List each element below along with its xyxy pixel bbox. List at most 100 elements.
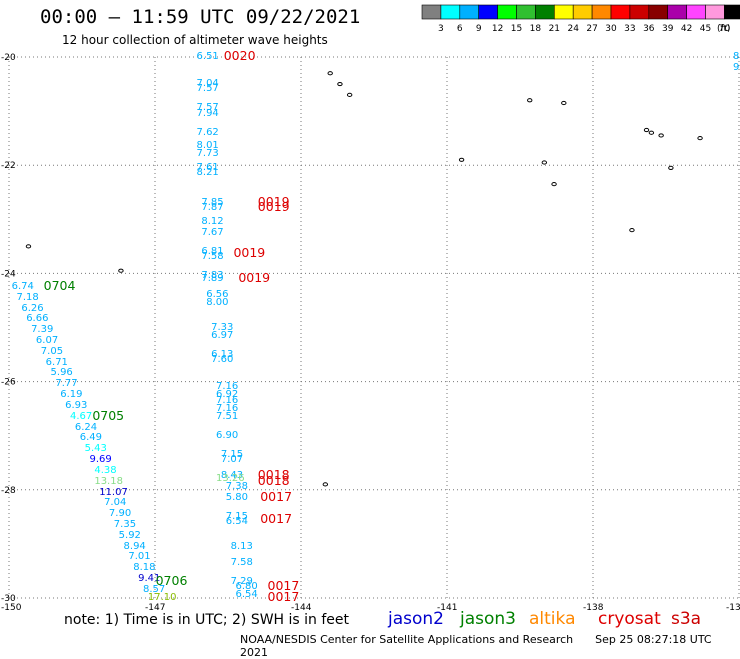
island-outline bbox=[648, 130, 655, 135]
island-outline bbox=[346, 92, 353, 97]
x-tick-label: -147 bbox=[145, 603, 165, 613]
swh-label: 6.19 bbox=[60, 389, 83, 401]
colorbar-swatch bbox=[591, 4, 612, 20]
pass-time-label: 0017 bbox=[260, 510, 293, 526]
colorbar-tick: 39 bbox=[662, 24, 674, 34]
axis-tick-labels: -20-22-24-26-28-30-150 -147 -144 -141 -138 -1… bbox=[1, 53, 740, 613]
colorbar-tick: 33 bbox=[624, 24, 635, 34]
swh-label: 7.16 bbox=[216, 381, 239, 392]
y-tick-label: -28 bbox=[1, 486, 16, 496]
island-outline bbox=[668, 165, 674, 171]
pass-time-label: 0019 bbox=[233, 245, 266, 261]
y-tick-label: -26 bbox=[1, 378, 16, 388]
x-tick-label: -141 bbox=[437, 603, 457, 613]
swh-label: 7.58 bbox=[230, 556, 253, 568]
colorbar-tick: 70 bbox=[719, 24, 731, 34]
island-outline bbox=[527, 98, 533, 103]
swh-label: 7.73 bbox=[196, 148, 219, 160]
swh-label: 6.51 bbox=[196, 51, 219, 62]
x-tick-label: -13 bbox=[726, 603, 740, 613]
swh-label: 11.07 bbox=[99, 486, 128, 498]
swh-label: 8.57 bbox=[143, 583, 166, 595]
swh-label: 6.66 bbox=[26, 313, 49, 325]
colorbar-tick: 45 bbox=[700, 24, 711, 34]
swh-label: 7.60 bbox=[211, 353, 234, 365]
swh-label: 6.54 bbox=[225, 516, 248, 528]
swh-label: 7.15 bbox=[220, 448, 244, 460]
y-tick-label: -20 bbox=[1, 53, 16, 63]
swh-label: 13.26 bbox=[216, 472, 245, 484]
edge-label: 8 bbox=[733, 51, 740, 62]
island-outline bbox=[643, 127, 650, 133]
swh-label: 6.54 bbox=[235, 589, 258, 601]
pass-time-label: 0704 bbox=[43, 277, 76, 293]
colorbar-swatch bbox=[667, 4, 687, 20]
swh-label: 7.77 bbox=[55, 378, 78, 390]
swh-label: 8.13 bbox=[230, 540, 253, 552]
chart-title: 00:00 – 11:59 UTC 09/22/2021 bbox=[40, 6, 361, 28]
legend-s3a: s3a bbox=[671, 609, 702, 629]
swh-label: 6.56 bbox=[206, 289, 229, 301]
swh-label: 7.04 bbox=[104, 497, 127, 509]
swh-label: 7.62 bbox=[196, 126, 219, 138]
colorbar-unit: (ft) bbox=[717, 24, 731, 34]
swh-label: 7.05 bbox=[40, 345, 64, 357]
y-tick-label: -24 bbox=[1, 269, 16, 279]
island-outline bbox=[561, 100, 567, 106]
swh-label: 7.90 bbox=[108, 508, 132, 520]
island-outline bbox=[118, 268, 124, 273]
swh-label: 7.39 bbox=[31, 324, 54, 336]
island-outline bbox=[327, 71, 333, 76]
island-outline bbox=[458, 157, 465, 162]
colorbar-tick: 12 bbox=[492, 24, 503, 34]
swh-label: 6.97 bbox=[211, 329, 234, 341]
swh-label: 6.80 bbox=[235, 581, 258, 593]
colorbar-tick: 21 bbox=[549, 24, 560, 34]
swh-label: 5.92 bbox=[118, 529, 141, 541]
colorbar-swatch bbox=[497, 4, 517, 20]
swh-label: 7.38 bbox=[225, 481, 248, 493]
colorbar-swatch bbox=[705, 4, 725, 20]
island-outline bbox=[25, 244, 32, 249]
swh-label: 6.81 bbox=[201, 245, 224, 257]
x-tick-label: -144 bbox=[291, 603, 312, 613]
colorbar-tick: 42 bbox=[681, 24, 692, 34]
colorbar-swatch bbox=[535, 4, 555, 20]
swh-label: 5.43 bbox=[84, 443, 107, 455]
colorbar-swatch bbox=[648, 4, 668, 20]
island-outline bbox=[629, 228, 635, 233]
swh-label: 7.16 bbox=[216, 394, 239, 406]
grid-lines bbox=[8, 56, 740, 599]
swh-label: 7.58 bbox=[201, 251, 224, 263]
swh-label: 6.49 bbox=[79, 432, 102, 444]
colorbar-swatch bbox=[516, 4, 536, 20]
swh-label: 7.57 bbox=[196, 83, 219, 95]
pass-time-label: 0019 bbox=[257, 194, 290, 210]
swh-label: 6.71 bbox=[45, 356, 68, 368]
swh-label: 9.69 bbox=[89, 454, 112, 466]
swh-label: 8.18 bbox=[133, 562, 156, 574]
swh-label: 7.51 bbox=[216, 410, 239, 422]
footnote: note: 1) Time is in UTC; 2) SWH is in fe… bbox=[64, 612, 350, 628]
island-outlines bbox=[25, 71, 703, 487]
island-outline bbox=[337, 81, 343, 87]
island-outline bbox=[658, 133, 664, 138]
colorbar-swatch bbox=[459, 4, 479, 20]
pass-time-label: 0020 bbox=[223, 48, 256, 63]
pass-time-label: 0019 bbox=[238, 269, 271, 285]
swh-label: 7.18 bbox=[16, 291, 39, 303]
swh-label: 7.67 bbox=[201, 226, 224, 238]
footer-credit: NOAA/NESDIS Center for Satellite Applica… bbox=[240, 633, 740, 659]
y-tick-label: -30 bbox=[1, 594, 16, 604]
colorbar-tick: 27 bbox=[586, 24, 597, 34]
swh-label: 7.94 bbox=[196, 107, 219, 119]
colorbar-tick: 18 bbox=[530, 24, 542, 34]
pass-time-label: 0017 bbox=[267, 589, 300, 604]
swh-label: 7.16 bbox=[216, 402, 239, 414]
swh-label: 7.89 bbox=[201, 272, 224, 284]
swh-label: 8.21 bbox=[196, 167, 219, 179]
swh-label: 6.24 bbox=[74, 421, 98, 433]
swh-label: 17.10 bbox=[147, 592, 177, 603]
colorbar: 3 6 9 12 15 18 21 24 27 30 33 36 39 42 45 70(ft) bbox=[421, 4, 740, 34]
swh-label: 4.67 bbox=[70, 410, 93, 422]
